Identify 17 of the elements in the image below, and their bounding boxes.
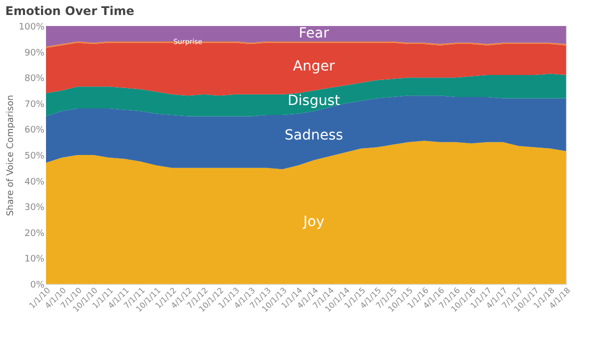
series-label: Anger (293, 58, 335, 75)
y-tick-label: 10% (24, 254, 45, 265)
y-tick-label: 50% (24, 152, 45, 162)
y-tick-label: 100% (18, 22, 45, 32)
y-tick-label: 30% (24, 203, 45, 214)
series-label: Disgust (288, 92, 341, 109)
y-tick-label: 60% (24, 126, 45, 136)
y-tick-label: 70% (24, 100, 45, 110)
series-label: Fear (298, 26, 330, 42)
y-tick-label: 80% (24, 74, 45, 84)
chart-title: Emotion Over Time (5, 4, 134, 18)
y-tick-label: 90% (24, 48, 45, 58)
y-tick-label: 40% (24, 177, 45, 188)
series-label: Sadness (284, 128, 344, 144)
y-tick-label: 20% (24, 228, 45, 239)
y-axis-title: Share of Voice Comparison (6, 94, 16, 216)
y-tick-label: 0% (30, 280, 45, 290)
